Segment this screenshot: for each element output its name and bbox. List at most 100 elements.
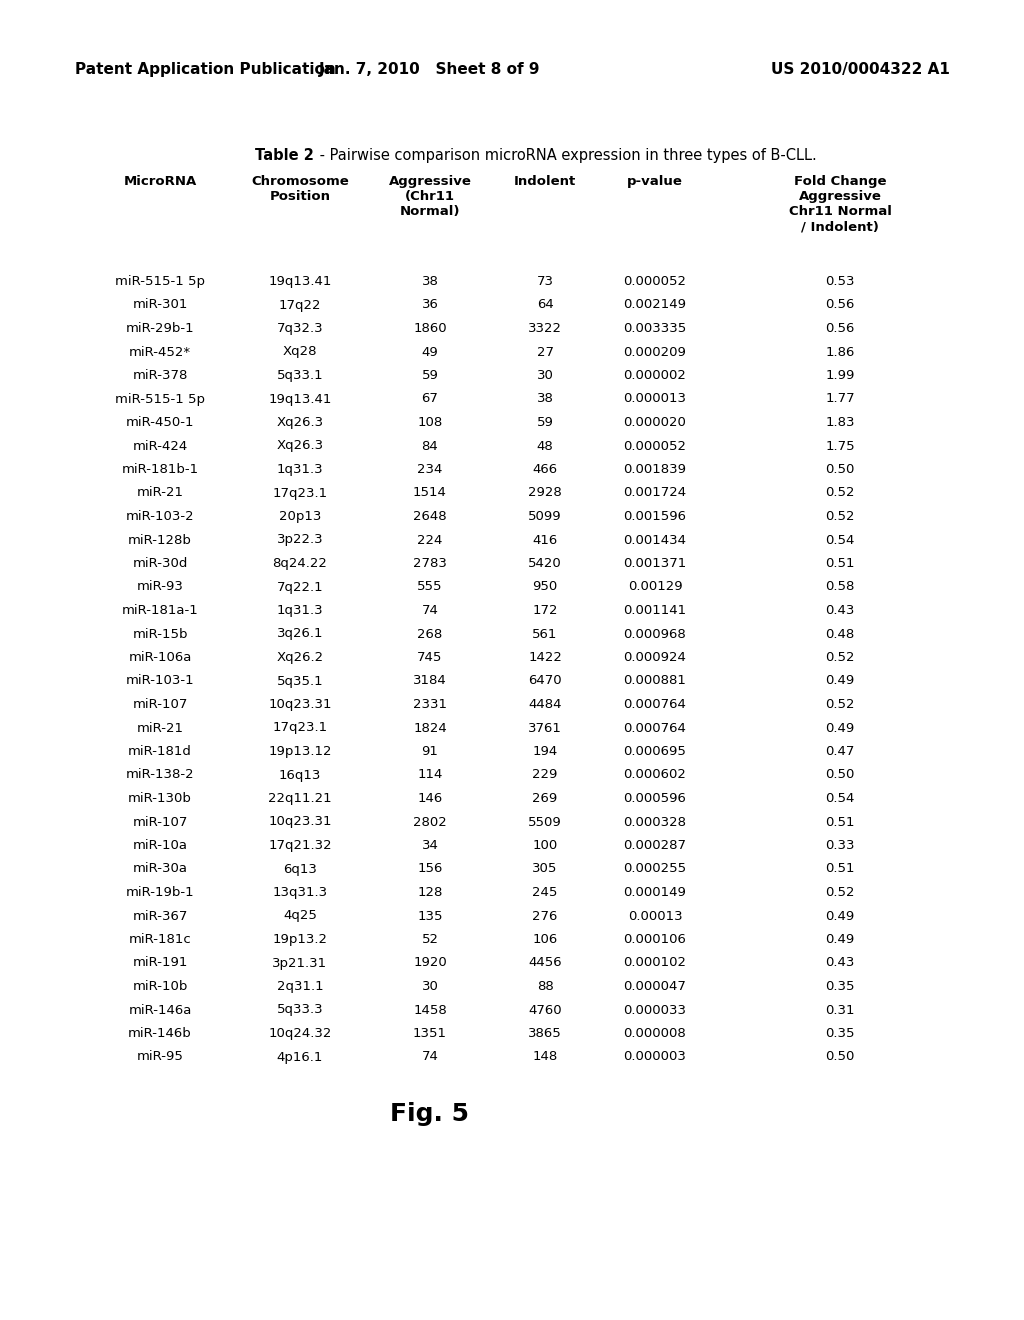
Text: Fold Change
Aggressive
Chr11 Normal
/ Indolent): Fold Change Aggressive Chr11 Normal / In…: [788, 176, 892, 234]
Text: miR-106a: miR-106a: [128, 651, 191, 664]
Text: miR-30a: miR-30a: [132, 862, 187, 875]
Text: 0.000008: 0.000008: [624, 1027, 686, 1040]
Text: 0.49: 0.49: [825, 909, 855, 923]
Text: 73: 73: [537, 275, 554, 288]
Text: 1824: 1824: [413, 722, 446, 734]
Text: miR-107: miR-107: [132, 816, 187, 829]
Text: 268: 268: [418, 627, 442, 640]
Text: 0.35: 0.35: [825, 979, 855, 993]
Text: 0.001434: 0.001434: [624, 533, 686, 546]
Text: 4p16.1: 4p16.1: [276, 1051, 324, 1064]
Text: 0.001724: 0.001724: [624, 487, 686, 499]
Text: 0.35: 0.35: [825, 1027, 855, 1040]
Text: miR-367: miR-367: [132, 909, 187, 923]
Text: 0.000764: 0.000764: [624, 698, 686, 711]
Text: miR-146a: miR-146a: [128, 1003, 191, 1016]
Text: 0.43: 0.43: [825, 605, 855, 616]
Text: Jan. 7, 2010   Sheet 8 of 9: Jan. 7, 2010 Sheet 8 of 9: [319, 62, 541, 77]
Text: 5q33.3: 5q33.3: [276, 1003, 324, 1016]
Text: 1860: 1860: [414, 322, 446, 335]
Text: 269: 269: [532, 792, 558, 805]
Text: 0.000149: 0.000149: [624, 886, 686, 899]
Text: 0.56: 0.56: [825, 298, 855, 312]
Text: 0.00129: 0.00129: [628, 581, 682, 594]
Text: 4484: 4484: [528, 698, 562, 711]
Text: 0.51: 0.51: [825, 557, 855, 570]
Text: 148: 148: [532, 1051, 558, 1064]
Text: 88: 88: [537, 979, 553, 993]
Text: 0.000020: 0.000020: [624, 416, 686, 429]
Text: 17q22: 17q22: [279, 298, 322, 312]
Text: 13q31.3: 13q31.3: [272, 886, 328, 899]
Text: 146: 146: [418, 792, 442, 805]
Text: 1920: 1920: [413, 957, 446, 969]
Text: 1.75: 1.75: [825, 440, 855, 453]
Text: miR-191: miR-191: [132, 957, 187, 969]
Text: 8q24.22: 8q24.22: [272, 557, 328, 570]
Text: 6q13: 6q13: [283, 862, 317, 875]
Text: 7q22.1: 7q22.1: [276, 581, 324, 594]
Text: 1514: 1514: [413, 487, 446, 499]
Text: 0.52: 0.52: [825, 651, 855, 664]
Text: 17q21.32: 17q21.32: [268, 840, 332, 851]
Text: US 2010/0004322 A1: US 2010/0004322 A1: [771, 62, 950, 77]
Text: 38: 38: [537, 392, 553, 405]
Text: 0.49: 0.49: [825, 722, 855, 734]
Text: 156: 156: [418, 862, 442, 875]
Text: miR-30d: miR-30d: [132, 557, 187, 570]
Text: 561: 561: [532, 627, 558, 640]
Text: miR-515-1 5p: miR-515-1 5p: [115, 275, 205, 288]
Text: 1458: 1458: [413, 1003, 446, 1016]
Text: 5q33.1: 5q33.1: [276, 370, 324, 381]
Text: 106: 106: [532, 933, 558, 946]
Text: 0.52: 0.52: [825, 487, 855, 499]
Text: 0.43: 0.43: [825, 957, 855, 969]
Text: miR-138-2: miR-138-2: [126, 768, 195, 781]
Text: Xq26.2: Xq26.2: [276, 651, 324, 664]
Text: 0.000102: 0.000102: [624, 957, 686, 969]
Text: 0.56: 0.56: [825, 322, 855, 335]
Text: 1422: 1422: [528, 651, 562, 664]
Text: 114: 114: [418, 768, 442, 781]
Text: 0.52: 0.52: [825, 698, 855, 711]
Text: 91: 91: [422, 744, 438, 758]
Text: 84: 84: [422, 440, 438, 453]
Text: 22q11.21: 22q11.21: [268, 792, 332, 805]
Text: Aggressive
(Chr11
Normal): Aggressive (Chr11 Normal): [388, 176, 471, 218]
Text: 0.48: 0.48: [825, 627, 855, 640]
Text: 1.99: 1.99: [825, 370, 855, 381]
Text: miR-107: miR-107: [132, 698, 187, 711]
Text: 7q32.3: 7q32.3: [276, 322, 324, 335]
Text: Xq28: Xq28: [283, 346, 317, 359]
Text: 1q31.3: 1q31.3: [276, 463, 324, 477]
Text: 0.000013: 0.000013: [624, 392, 686, 405]
Text: 0.51: 0.51: [825, 862, 855, 875]
Text: 4760: 4760: [528, 1003, 562, 1016]
Text: Xq26.3: Xq26.3: [276, 416, 324, 429]
Text: miR-15b: miR-15b: [132, 627, 187, 640]
Text: miR-378: miR-378: [132, 370, 187, 381]
Text: 245: 245: [532, 886, 558, 899]
Text: 224: 224: [418, 533, 442, 546]
Text: 0.50: 0.50: [825, 768, 855, 781]
Text: 0.000106: 0.000106: [624, 933, 686, 946]
Text: miR-515-1 5p: miR-515-1 5p: [115, 392, 205, 405]
Text: miR-128b: miR-128b: [128, 533, 191, 546]
Text: 64: 64: [537, 298, 553, 312]
Text: 0.000596: 0.000596: [624, 792, 686, 805]
Text: 128: 128: [418, 886, 442, 899]
Text: 48: 48: [537, 440, 553, 453]
Text: 2928: 2928: [528, 487, 562, 499]
Text: miR-10b: miR-10b: [132, 979, 187, 993]
Text: 0.00013: 0.00013: [628, 909, 682, 923]
Text: 17q23.1: 17q23.1: [272, 722, 328, 734]
Text: 100: 100: [532, 840, 558, 851]
Text: 2331: 2331: [413, 698, 447, 711]
Text: 10q23.31: 10q23.31: [268, 816, 332, 829]
Text: miR-130b: miR-130b: [128, 792, 191, 805]
Text: miR-424: miR-424: [132, 440, 187, 453]
Text: 59: 59: [422, 370, 438, 381]
Text: 19q13.41: 19q13.41: [268, 392, 332, 405]
Text: 0.000881: 0.000881: [624, 675, 686, 688]
Text: 19p13.2: 19p13.2: [272, 933, 328, 946]
